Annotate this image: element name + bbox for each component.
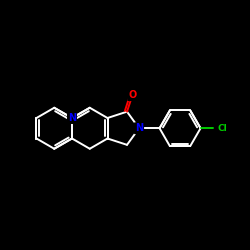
Text: Cl: Cl — [218, 124, 227, 133]
Text: O: O — [128, 90, 136, 100]
Text: N: N — [68, 113, 76, 123]
Text: N: N — [135, 123, 143, 133]
